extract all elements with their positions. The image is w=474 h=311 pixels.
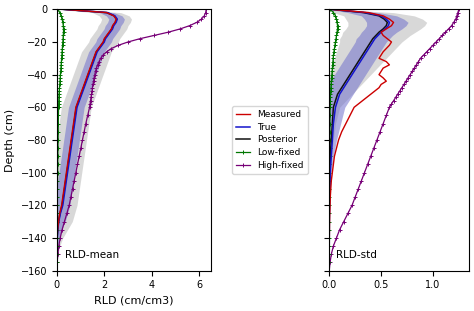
Measured: [332, 155, 337, 158]
Measured: [61, 7, 67, 11]
Posterior: [328, 7, 334, 11]
True: [61, 7, 67, 11]
Posterior: [328, 155, 333, 158]
True: [360, 57, 365, 60]
Line: Posterior: Posterior: [329, 9, 387, 271]
Low-fixed: [59, 57, 64, 60]
Low-fixed: [330, 57, 336, 60]
Measured: [54, 269, 60, 272]
True: [327, 269, 332, 272]
Line: Posterior: Posterior: [57, 9, 117, 271]
Text: RLD-mean: RLD-mean: [64, 250, 118, 260]
True: [368, 43, 374, 47]
True: [92, 57, 98, 60]
Legend: Measured, True, Posterior, Low-fixed, High-fixed: Measured, True, Posterior, Low-fixed, Hi…: [232, 106, 308, 174]
Line: Low-fixed: Low-fixed: [55, 7, 65, 272]
Measured: [339, 130, 345, 134]
High-fixed: [327, 269, 332, 272]
High-fixed: [116, 43, 121, 47]
Line: True: True: [57, 9, 117, 271]
Posterior: [91, 57, 97, 60]
Posterior: [366, 43, 372, 47]
Line: Low-fixed: Low-fixed: [328, 7, 339, 272]
Low-fixed: [330, 60, 336, 63]
True: [54, 269, 60, 272]
Measured: [66, 155, 72, 158]
High-fixed: [416, 60, 421, 63]
Low-fixed: [55, 130, 61, 134]
Line: True: True: [329, 9, 390, 271]
True: [99, 43, 105, 47]
Posterior: [54, 261, 60, 264]
Line: High-fixed: High-fixed: [328, 7, 461, 272]
Low-fixed: [327, 130, 333, 134]
High-fixed: [96, 60, 102, 63]
Posterior: [357, 57, 363, 60]
Low-fixed: [327, 261, 332, 264]
True: [91, 60, 96, 63]
X-axis label: RLD (cm/cm3): RLD (cm/cm3): [94, 296, 173, 306]
Measured: [98, 43, 103, 47]
High-fixed: [98, 57, 103, 60]
Posterior: [327, 261, 332, 264]
High-fixed: [54, 261, 60, 264]
Measured: [91, 57, 96, 60]
Posterior: [90, 60, 96, 63]
Low-fixed: [58, 60, 64, 63]
Measured: [327, 261, 332, 264]
High-fixed: [418, 57, 423, 60]
True: [67, 155, 73, 158]
Posterior: [66, 155, 72, 158]
Posterior: [54, 269, 60, 272]
Low-fixed: [55, 155, 61, 158]
High-fixed: [456, 7, 462, 11]
Low-fixed: [54, 269, 60, 272]
True: [328, 155, 334, 158]
True: [357, 60, 363, 63]
Posterior: [61, 7, 66, 11]
True: [330, 130, 336, 134]
High-fixed: [203, 7, 209, 11]
High-fixed: [81, 130, 87, 134]
Measured: [376, 57, 382, 60]
Measured: [327, 269, 332, 272]
Posterior: [356, 60, 361, 63]
Measured: [387, 43, 392, 47]
High-fixed: [327, 261, 333, 264]
High-fixed: [377, 130, 383, 134]
Measured: [328, 7, 334, 11]
Measured: [69, 130, 75, 134]
Posterior: [98, 43, 104, 47]
Low-fixed: [54, 261, 60, 264]
Text: RLD-std: RLD-std: [336, 250, 377, 260]
High-fixed: [430, 43, 436, 47]
True: [54, 261, 60, 264]
Measured: [54, 261, 60, 264]
High-fixed: [54, 269, 60, 272]
Low-fixed: [55, 7, 61, 11]
Low-fixed: [332, 43, 338, 47]
Line: Measured: Measured: [57, 9, 116, 271]
Measured: [90, 60, 95, 63]
Y-axis label: Depth (cm): Depth (cm): [5, 109, 15, 171]
Line: High-fixed: High-fixed: [55, 7, 208, 272]
Line: Measured: Measured: [329, 9, 393, 271]
High-fixed: [76, 155, 82, 158]
True: [328, 7, 334, 11]
Measured: [383, 60, 389, 63]
True: [71, 130, 76, 134]
Low-fixed: [327, 269, 332, 272]
Posterior: [327, 269, 332, 272]
Posterior: [70, 130, 75, 134]
High-fixed: [368, 155, 374, 158]
Low-fixed: [60, 43, 65, 47]
Low-fixed: [328, 7, 333, 11]
Posterior: [329, 130, 335, 134]
True: [327, 261, 332, 264]
Low-fixed: [327, 155, 332, 158]
